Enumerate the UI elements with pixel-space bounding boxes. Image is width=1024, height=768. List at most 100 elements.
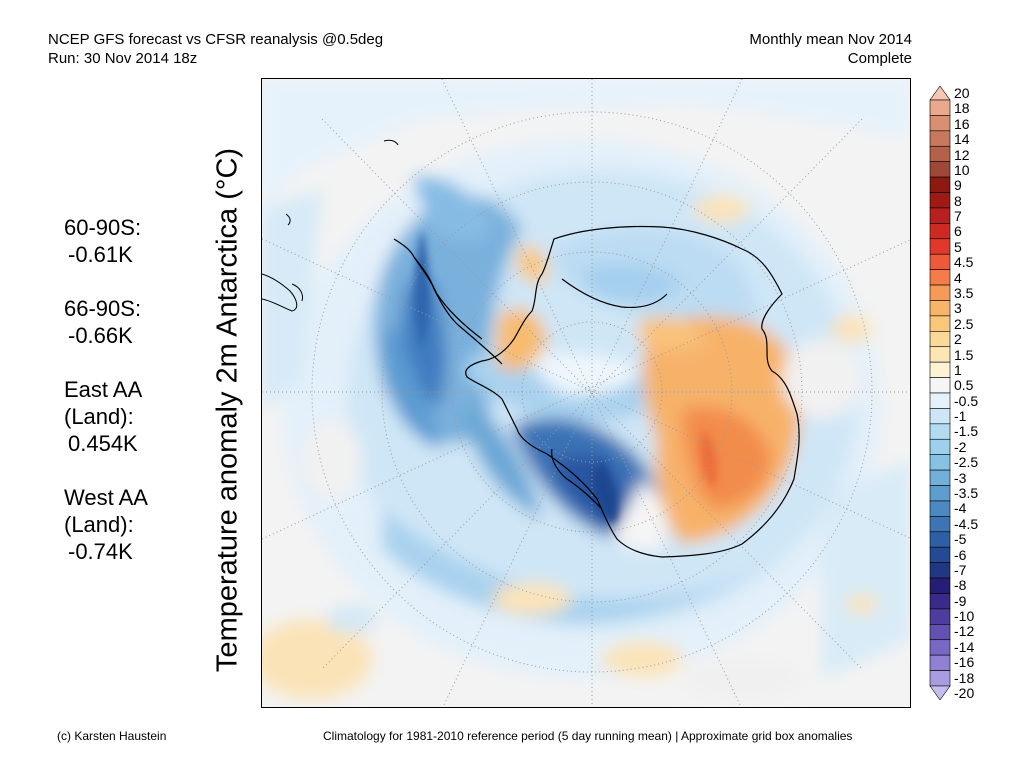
- colorbar-tick-label: 4.5: [954, 254, 974, 271]
- colorbar-tick-label: 5: [954, 238, 962, 255]
- colorbar-swatch: [929, 639, 951, 656]
- colorbar-swatch: [929, 300, 951, 317]
- colorbar-swatches: [929, 86, 951, 700]
- colorbar-swatch: [929, 223, 951, 240]
- colorbar-swatch: [929, 546, 951, 563]
- colorbar-swatch: [929, 269, 951, 286]
- colorbar-swatch: [929, 608, 951, 625]
- colorbar-swatch: [929, 516, 951, 533]
- colorbar-tick-label: -10: [954, 608, 975, 625]
- colorbar-tick-label: -2.5: [954, 454, 979, 471]
- colorbar-swatch: [929, 331, 951, 348]
- colorbar-swatch: [929, 670, 951, 687]
- period-label: Monthly mean Nov 2014: [749, 31, 912, 48]
- status-label: Complete: [847, 50, 912, 67]
- colorbar-swatch: [929, 130, 951, 147]
- colorbar-swatch: [929, 176, 951, 193]
- colorbar-tick-label: 4: [954, 269, 962, 286]
- colorbar-swatch: [929, 685, 951, 700]
- colorbar-tick-label: -0.5: [954, 392, 979, 409]
- colorbar-tick-label: 0.5: [954, 377, 974, 394]
- stat-label: 66-90S:: [64, 296, 142, 321]
- colorbar-tick-label: -2: [954, 438, 967, 455]
- colorbar-swatch: [929, 346, 951, 363]
- colorbar-tick-label: 2.5: [954, 315, 974, 332]
- header-left: NCEP GFS forecast vs CFSR reanalysis @0.…: [48, 30, 383, 68]
- colorbar-tick-label: -20: [954, 685, 975, 701]
- colorbar-swatch: [929, 192, 951, 209]
- coastline: [393, 225, 800, 558]
- colorbar-swatch: [929, 500, 951, 517]
- colorbar-tick-label: 1.5: [954, 346, 974, 363]
- colorbar-swatch: [929, 531, 951, 548]
- colorbar-tick-label: -3.5: [954, 485, 979, 501]
- climatology-note: Climatology for 1981-2010 reference peri…: [323, 729, 853, 743]
- colorbar-tick-label: -7: [954, 561, 967, 578]
- colorbar-tick-label: -4.5: [954, 515, 979, 532]
- colorbar-swatch: [929, 145, 951, 162]
- run-time: Run: 30 Nov 2014 18z: [48, 50, 198, 67]
- colorbar-tick-label: -12: [954, 623, 975, 640]
- colorbar-tick-label: 7: [954, 208, 962, 225]
- colorbar-swatch: [929, 469, 951, 486]
- colorbar-tick-label: 14: [954, 131, 970, 148]
- stat-value: -0.74K: [68, 539, 133, 564]
- colorbar-tick-label: 18: [954, 100, 970, 117]
- colorbar-swatch: [929, 577, 951, 594]
- colorbar-swatch: [929, 654, 951, 671]
- colorbar-tick-label: -6: [954, 546, 967, 563]
- anomaly-map: [261, 78, 911, 708]
- colorbar-swatch: [929, 485, 951, 502]
- stat-label: 60-90S:: [64, 215, 142, 240]
- colorbar-swatch: [929, 284, 951, 301]
- map-svg: [262, 79, 910, 707]
- colorbar-swatch: [929, 454, 951, 471]
- colorbar-swatch: [929, 361, 951, 378]
- graticule: [262, 79, 910, 707]
- colorbar-swatch: [929, 423, 951, 440]
- colorbar-swatch: [929, 408, 951, 425]
- south-america: [262, 139, 399, 312]
- stat-60-90s: 60-90S: -0.61K: [64, 214, 184, 268]
- colorbar-tick-label: 3: [954, 300, 962, 317]
- colorbar-tick-label: -5: [954, 531, 967, 548]
- colorbar: [929, 86, 951, 700]
- stat-value: 0.454K: [68, 431, 138, 456]
- colorbar-tick-label: -14: [954, 638, 975, 655]
- colorbar-swatch: [929, 392, 951, 409]
- colorbar-tick-label: 3.5: [954, 285, 974, 301]
- colorbar-tick-label: -4: [954, 500, 967, 517]
- colorbar-tick-label: 6: [954, 223, 962, 240]
- stat-value: -0.61K: [68, 242, 133, 267]
- colorbar-swatch: [929, 593, 951, 610]
- region-stats: 60-90S: -0.61K 66-90S: -0.66K East AA (L…: [64, 214, 184, 592]
- stat-66-90s: 66-90S: -0.66K: [64, 295, 184, 349]
- colorbar-tick-label: 12: [954, 146, 970, 163]
- stat-east-aa: East AA (Land): 0.454K: [64, 376, 184, 457]
- y-axis-label: Temperature anomaly 2m Antarctica (°C): [211, 147, 244, 673]
- colorbar-labels: 20 18 16 14 12 10 9 8 7 6 5 4.5 4 3.5 3 2.5 2 1.5 1 0.5 -0.5…: [954, 86, 1014, 700]
- colorbar-swatch: [929, 624, 951, 641]
- colorbar-tick-label: -9: [954, 592, 967, 609]
- anomaly-detail: [414, 229, 718, 524]
- colorbar-tick-label: -8: [954, 577, 967, 594]
- colorbar-tick-label: -3: [954, 469, 967, 486]
- chart-title: NCEP GFS forecast vs CFSR reanalysis @0.…: [48, 31, 384, 48]
- colorbar-tick-label: 20: [954, 85, 970, 101]
- colorbar-swatch: [929, 115, 951, 132]
- stat-west-aa: West AA (Land): -0.74K: [64, 484, 184, 565]
- colorbar-tick-label: 9: [954, 177, 962, 194]
- colorbar-tick-label: 1: [954, 361, 962, 378]
- colorbar-swatch: [929, 377, 951, 394]
- colorbar-tick-label: -18: [954, 669, 975, 686]
- colorbar-swatch: [929, 207, 951, 224]
- colorbar-tick-label: -16: [954, 654, 975, 671]
- credit-text: (c) Karsten Haustein: [57, 729, 167, 743]
- colorbar-swatch: [929, 238, 951, 255]
- stat-label: East AA (Land):: [64, 377, 143, 429]
- colorbar-swatch: [929, 161, 951, 178]
- colorbar-swatch: [929, 438, 951, 455]
- colorbar-swatch: [929, 315, 951, 332]
- header-right: Monthly mean Nov 2014 Complete: [749, 30, 912, 68]
- colorbar-tick-label: 8: [954, 192, 962, 209]
